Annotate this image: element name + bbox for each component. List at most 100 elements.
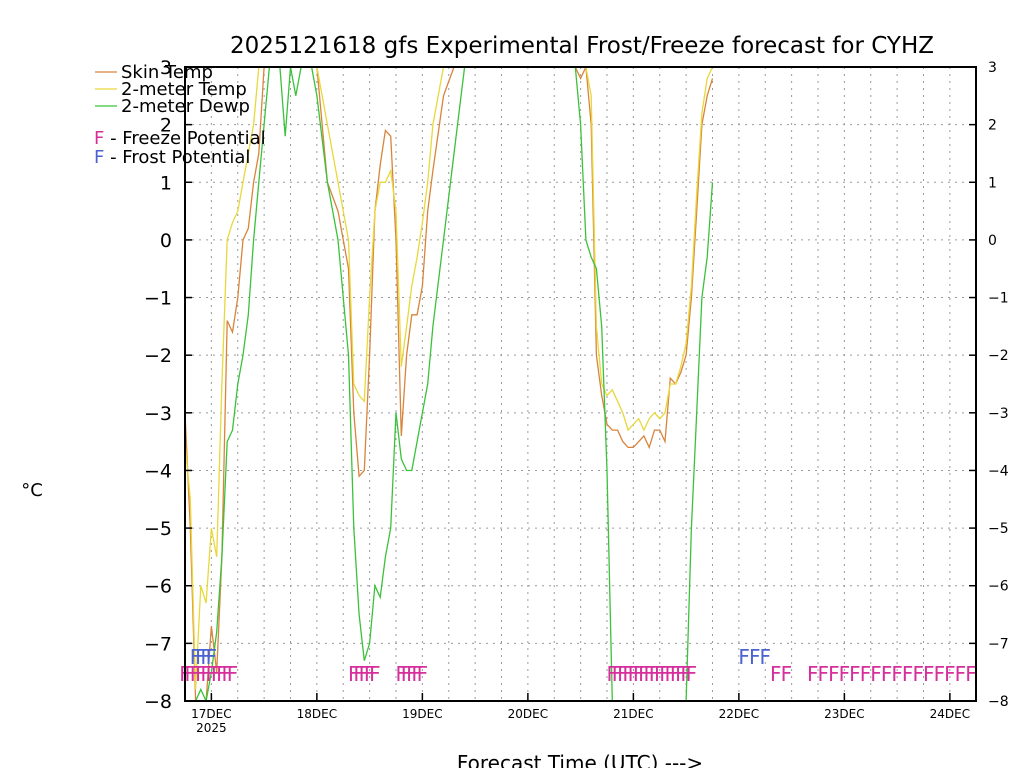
series-line-skin-temp (185, 67, 714, 701)
freeze-marker: F (359, 662, 371, 686)
freeze-marker: F (607, 662, 619, 686)
freeze-marker: F (902, 662, 914, 686)
freeze-marker: F (638, 662, 650, 686)
x-tick-label: 19DEC (402, 707, 442, 721)
freeze-marker: F (633, 662, 645, 686)
freeze-marker: F (680, 662, 692, 686)
x-tick-label: 17DEC (191, 707, 231, 721)
frost-marker: F (190, 645, 202, 669)
y-tick-label-left: −6 (144, 576, 172, 598)
y-tick-label-left: 2 (160, 115, 172, 137)
frost-marker: F (206, 645, 218, 669)
freeze-marker: F (622, 662, 634, 686)
y-tick-label-left: 3 (160, 57, 172, 79)
y-tick-label-right: −4 (988, 463, 1009, 479)
y-tick-label-right: 2 (988, 118, 997, 134)
series-layer (185, 67, 714, 701)
y-tick-label-left: −2 (144, 345, 172, 367)
freeze-marker: F (628, 662, 640, 686)
x-tick-sublabel: 2025 (196, 721, 227, 735)
y-tick-label-right: 0 (988, 233, 997, 249)
freeze-marker: F (417, 662, 429, 686)
freeze-marker: F (221, 662, 233, 686)
freeze-marker: F (686, 662, 698, 686)
y-tick-label-right: −6 (988, 579, 1009, 595)
legend-label: 2-meter Dewp (121, 96, 250, 117)
freeze-marker: F (934, 662, 946, 686)
freeze-marker: F (944, 662, 956, 686)
y-tick-label-left: −8 (144, 691, 172, 713)
x-tick-label: 22DEC (719, 707, 759, 721)
series-line-2-meter-dewp (185, 67, 714, 701)
freeze-marker: F (870, 662, 882, 686)
freeze-marker: F (665, 662, 677, 686)
freeze-marker: F (216, 662, 228, 686)
plot-frame (184, 66, 977, 702)
freeze-marker: F (401, 662, 413, 686)
legend-marker-text: - Frost Potential (104, 147, 250, 168)
legend-label: Skin Temp (121, 62, 213, 83)
freeze-marker: F (195, 662, 207, 686)
y-tick-label-left: 0 (160, 230, 172, 252)
x-tick-label: 23DEC (824, 707, 864, 721)
x-tick-label: 20DEC (508, 707, 548, 721)
freeze-marker: F (411, 662, 423, 686)
freeze-marker: F (364, 662, 376, 686)
legend-marker-glyph: F (94, 147, 104, 168)
grid-lines (185, 67, 977, 701)
freeze-marker: F (659, 662, 671, 686)
freeze-marker: F (369, 662, 381, 686)
freeze-marker: F (649, 662, 661, 686)
y-tick-label-right: −7 (988, 636, 1009, 652)
freeze-marker: F (185, 662, 197, 686)
freeze-marker: F (612, 662, 624, 686)
freeze-marker: F (923, 662, 935, 686)
freeze-marker: F (353, 662, 365, 686)
frost-marker: F (759, 645, 771, 669)
y-tick-label-left: −5 (144, 518, 172, 540)
y-tick-label-left: 1 (160, 172, 172, 194)
freeze-marker: F (206, 662, 218, 686)
freeze-marker: F (396, 662, 408, 686)
legend-marker-text: - Freeze Potential (104, 128, 265, 149)
y-tick-label-right: 3 (988, 60, 997, 76)
legend-marker-glyph: F (94, 128, 104, 149)
x-tick-label: 18DEC (297, 707, 337, 721)
y-tick-label-right: −8 (988, 694, 1009, 710)
freeze-marker: F (881, 662, 893, 686)
freeze-marker: F (675, 662, 687, 686)
freeze-marker: F (770, 662, 782, 686)
freeze-marker: F (781, 662, 793, 686)
frost-marker: F (195, 645, 207, 669)
frost-marker: F (738, 645, 750, 669)
freeze-marker: F (211, 662, 223, 686)
y-tick-label-left: −7 (144, 633, 172, 655)
freeze-marker: F (227, 662, 239, 686)
frost-marker: F (749, 645, 761, 669)
y-axis: −8 −8 −7 −7 −6 −6 −5 −5 −4 −4 −3 −3 −2 −2 −1 −1 0 0 1 1 2 2 3 3 (144, 57, 1009, 713)
y-tick-label-right: −3 (988, 406, 1009, 422)
y-tick-label-left: −4 (144, 460, 172, 482)
freeze-marker: F (955, 662, 967, 686)
y-tick-label-left: −1 (144, 288, 172, 310)
freeze-marker: F (643, 662, 655, 686)
freeze-marker: F (200, 662, 212, 686)
y-tick-label-right: −1 (988, 291, 1009, 307)
legend-label: 2-meter Temp (121, 79, 247, 100)
x-axis-label: Forecast Time (UTC) ---> (457, 751, 703, 768)
x-tick-label: 21DEC (613, 707, 653, 721)
freeze-marker: F (190, 662, 202, 686)
y-tick-label-right: 1 (988, 175, 997, 191)
legend-marker-entry: F - Frost Potential (94, 147, 250, 168)
y-tick-label-right: −5 (988, 521, 1009, 537)
freeze-marker: F (828, 662, 840, 686)
frost-marker: F (200, 645, 212, 669)
freeze-marker: F (912, 662, 924, 686)
freeze-marker: F (348, 662, 360, 686)
legend-marker-entry: F - Freeze Potential (94, 128, 266, 149)
y-axis-label: °C (21, 480, 43, 501)
freeze-marker: F (860, 662, 872, 686)
